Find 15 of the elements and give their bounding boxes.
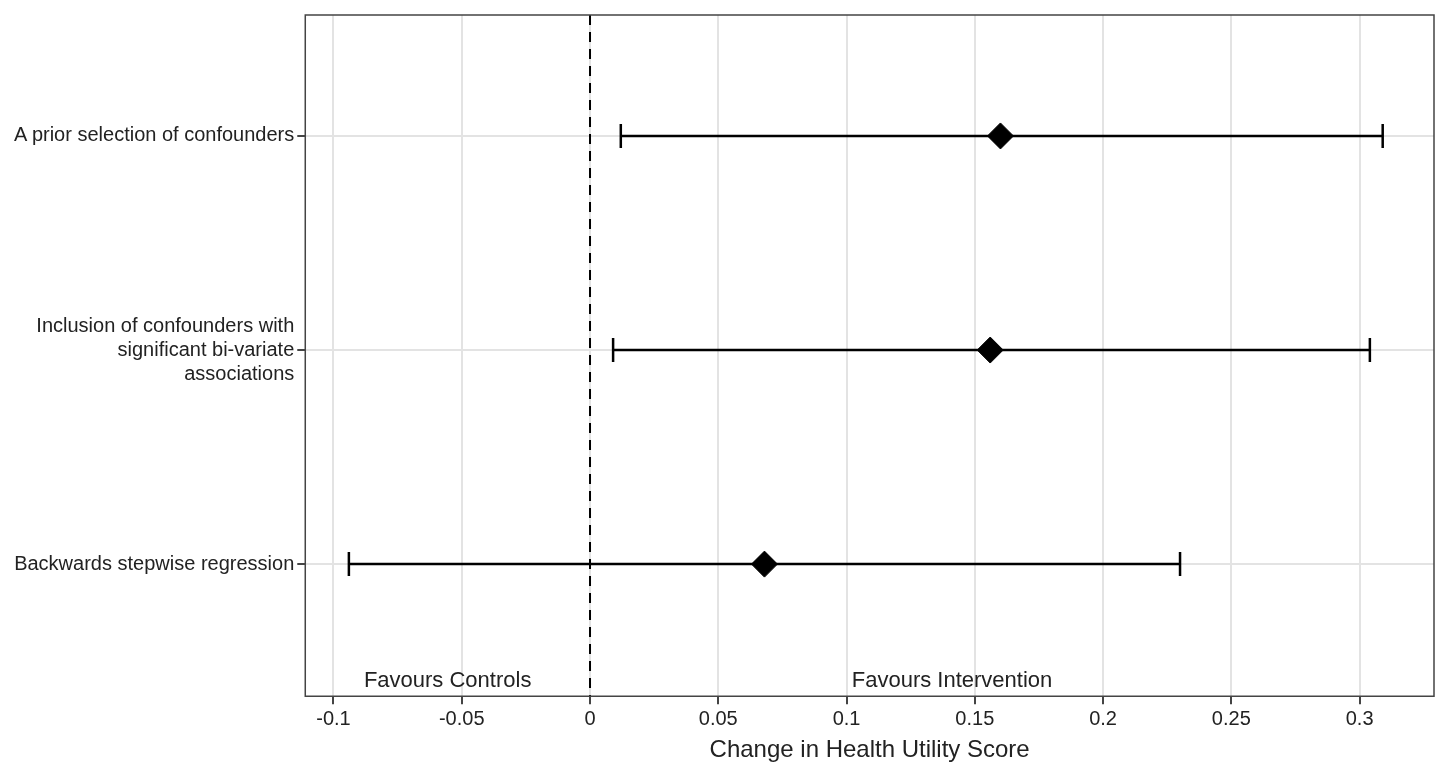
x-tick-label: 0.25 bbox=[1211, 706, 1251, 729]
x-axis-title: Change in Health Utility Score bbox=[709, 735, 1030, 763]
x-tick-label: 0.3 bbox=[1345, 706, 1374, 729]
x-tick-label: 0.15 bbox=[955, 706, 995, 729]
y-tick-label: A prior selection of confounders bbox=[14, 123, 295, 146]
annotation: Favours Controls bbox=[363, 667, 532, 693]
x-tick-label: 0.1 bbox=[832, 706, 861, 729]
x-tick-label: 0.05 bbox=[698, 706, 738, 729]
y-tick-label: Inclusion of confounders with significant bi-variate associations bbox=[36, 313, 295, 384]
x-tick-label: -0.05 bbox=[438, 706, 485, 729]
x-tick-label: 0 bbox=[584, 706, 596, 729]
y-tick-label: Backwards stepwise regression bbox=[14, 551, 295, 574]
x-tick-label: 0.2 bbox=[1089, 706, 1117, 729]
annotation: Favours Intervention bbox=[851, 667, 1053, 693]
x-tick-label: -0.1 bbox=[316, 706, 351, 729]
